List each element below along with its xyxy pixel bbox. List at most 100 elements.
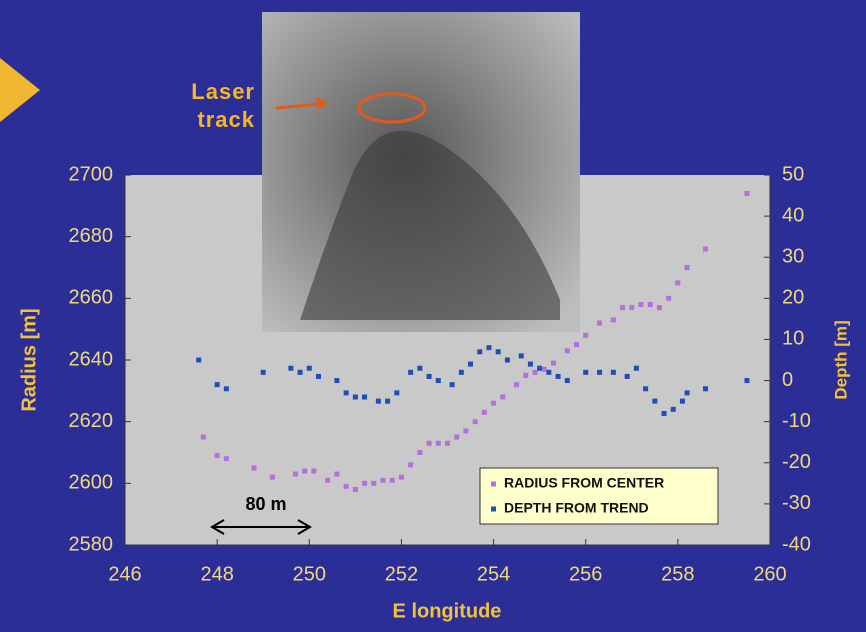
point <box>362 395 367 400</box>
point <box>344 390 349 395</box>
pointer-arrow <box>0 58 40 122</box>
point <box>657 305 662 310</box>
point <box>583 333 588 338</box>
point <box>390 478 395 483</box>
point <box>334 472 339 477</box>
point <box>597 321 602 326</box>
point <box>344 484 349 489</box>
point <box>261 370 266 375</box>
point <box>224 456 229 461</box>
x-tick-label: 254 <box>477 563 510 585</box>
annotation: 80 m <box>245 494 286 514</box>
point <box>652 399 657 404</box>
x-tick-label: 248 <box>200 563 233 585</box>
point <box>385 399 390 404</box>
point <box>662 411 667 416</box>
y-tick-label: 2640 <box>69 348 114 370</box>
point <box>565 348 570 353</box>
point <box>454 435 459 440</box>
point <box>394 390 399 395</box>
point <box>371 481 376 486</box>
y2-tick-label: 20 <box>782 287 804 309</box>
point <box>666 296 671 301</box>
point <box>680 399 685 404</box>
point <box>459 370 464 375</box>
point <box>436 441 441 446</box>
y2-tick-label: 0 <box>782 369 793 391</box>
point <box>519 353 524 358</box>
point <box>514 382 519 387</box>
legend-marker <box>491 482 496 487</box>
legend-label: RADIUS FROM CENTER <box>504 475 664 491</box>
y-tick-label: 2700 <box>69 163 114 185</box>
point <box>486 345 491 350</box>
point <box>551 361 556 366</box>
point <box>468 362 473 367</box>
point <box>270 475 275 480</box>
point <box>528 362 533 367</box>
point <box>685 265 690 270</box>
y2-tick-label: 30 <box>782 246 804 268</box>
point <box>362 481 367 486</box>
point <box>408 462 413 467</box>
y-tick-label: 2580 <box>69 533 114 555</box>
y-tick-label: 2680 <box>69 225 114 247</box>
point <box>399 475 404 480</box>
point <box>703 386 708 391</box>
point <box>556 374 561 379</box>
point <box>381 478 386 483</box>
y2-tick-label: 10 <box>782 328 804 350</box>
point <box>629 305 634 310</box>
point <box>316 374 321 379</box>
point <box>500 395 505 400</box>
point <box>546 370 551 375</box>
point <box>445 441 450 446</box>
point <box>353 487 358 492</box>
x-axis-title: E longitude <box>393 600 502 622</box>
point <box>293 472 298 477</box>
point <box>224 386 229 391</box>
point <box>311 469 316 474</box>
point <box>597 370 602 375</box>
point <box>353 395 358 400</box>
point <box>685 390 690 395</box>
point <box>634 366 639 371</box>
point <box>473 419 478 424</box>
y2-axis-title: Depth [m] <box>831 320 850 399</box>
legend-marker <box>491 507 496 512</box>
y2-tick-label: -10 <box>782 410 811 432</box>
point <box>611 370 616 375</box>
point <box>288 366 293 371</box>
point <box>648 302 653 307</box>
point <box>307 366 312 371</box>
y-tick-label: 2600 <box>69 472 114 494</box>
point <box>482 410 487 415</box>
point <box>671 407 676 412</box>
point <box>542 367 547 372</box>
point <box>325 478 330 483</box>
x-tick-label: 260 <box>753 563 786 585</box>
point <box>639 302 644 307</box>
x-tick-label: 258 <box>661 563 694 585</box>
chart: 80 m E longitude Radius [m] Depth [m] 24… <box>0 0 866 632</box>
point <box>450 382 455 387</box>
point <box>643 386 648 391</box>
point <box>427 374 432 379</box>
point <box>523 373 528 378</box>
point <box>436 378 441 383</box>
y2-tick-label: 50 <box>782 163 804 185</box>
point <box>744 191 749 196</box>
point <box>496 349 501 354</box>
point <box>201 435 206 440</box>
point <box>537 366 542 371</box>
x-tick-label: 256 <box>569 563 602 585</box>
point <box>477 349 482 354</box>
point <box>574 342 579 347</box>
point <box>703 247 708 252</box>
y2-tick-label: 40 <box>782 204 804 226</box>
point <box>252 465 257 470</box>
y-tick-label: 2620 <box>69 410 114 432</box>
point <box>302 469 307 474</box>
annotation: Laser track <box>140 78 255 134</box>
point <box>408 370 413 375</box>
